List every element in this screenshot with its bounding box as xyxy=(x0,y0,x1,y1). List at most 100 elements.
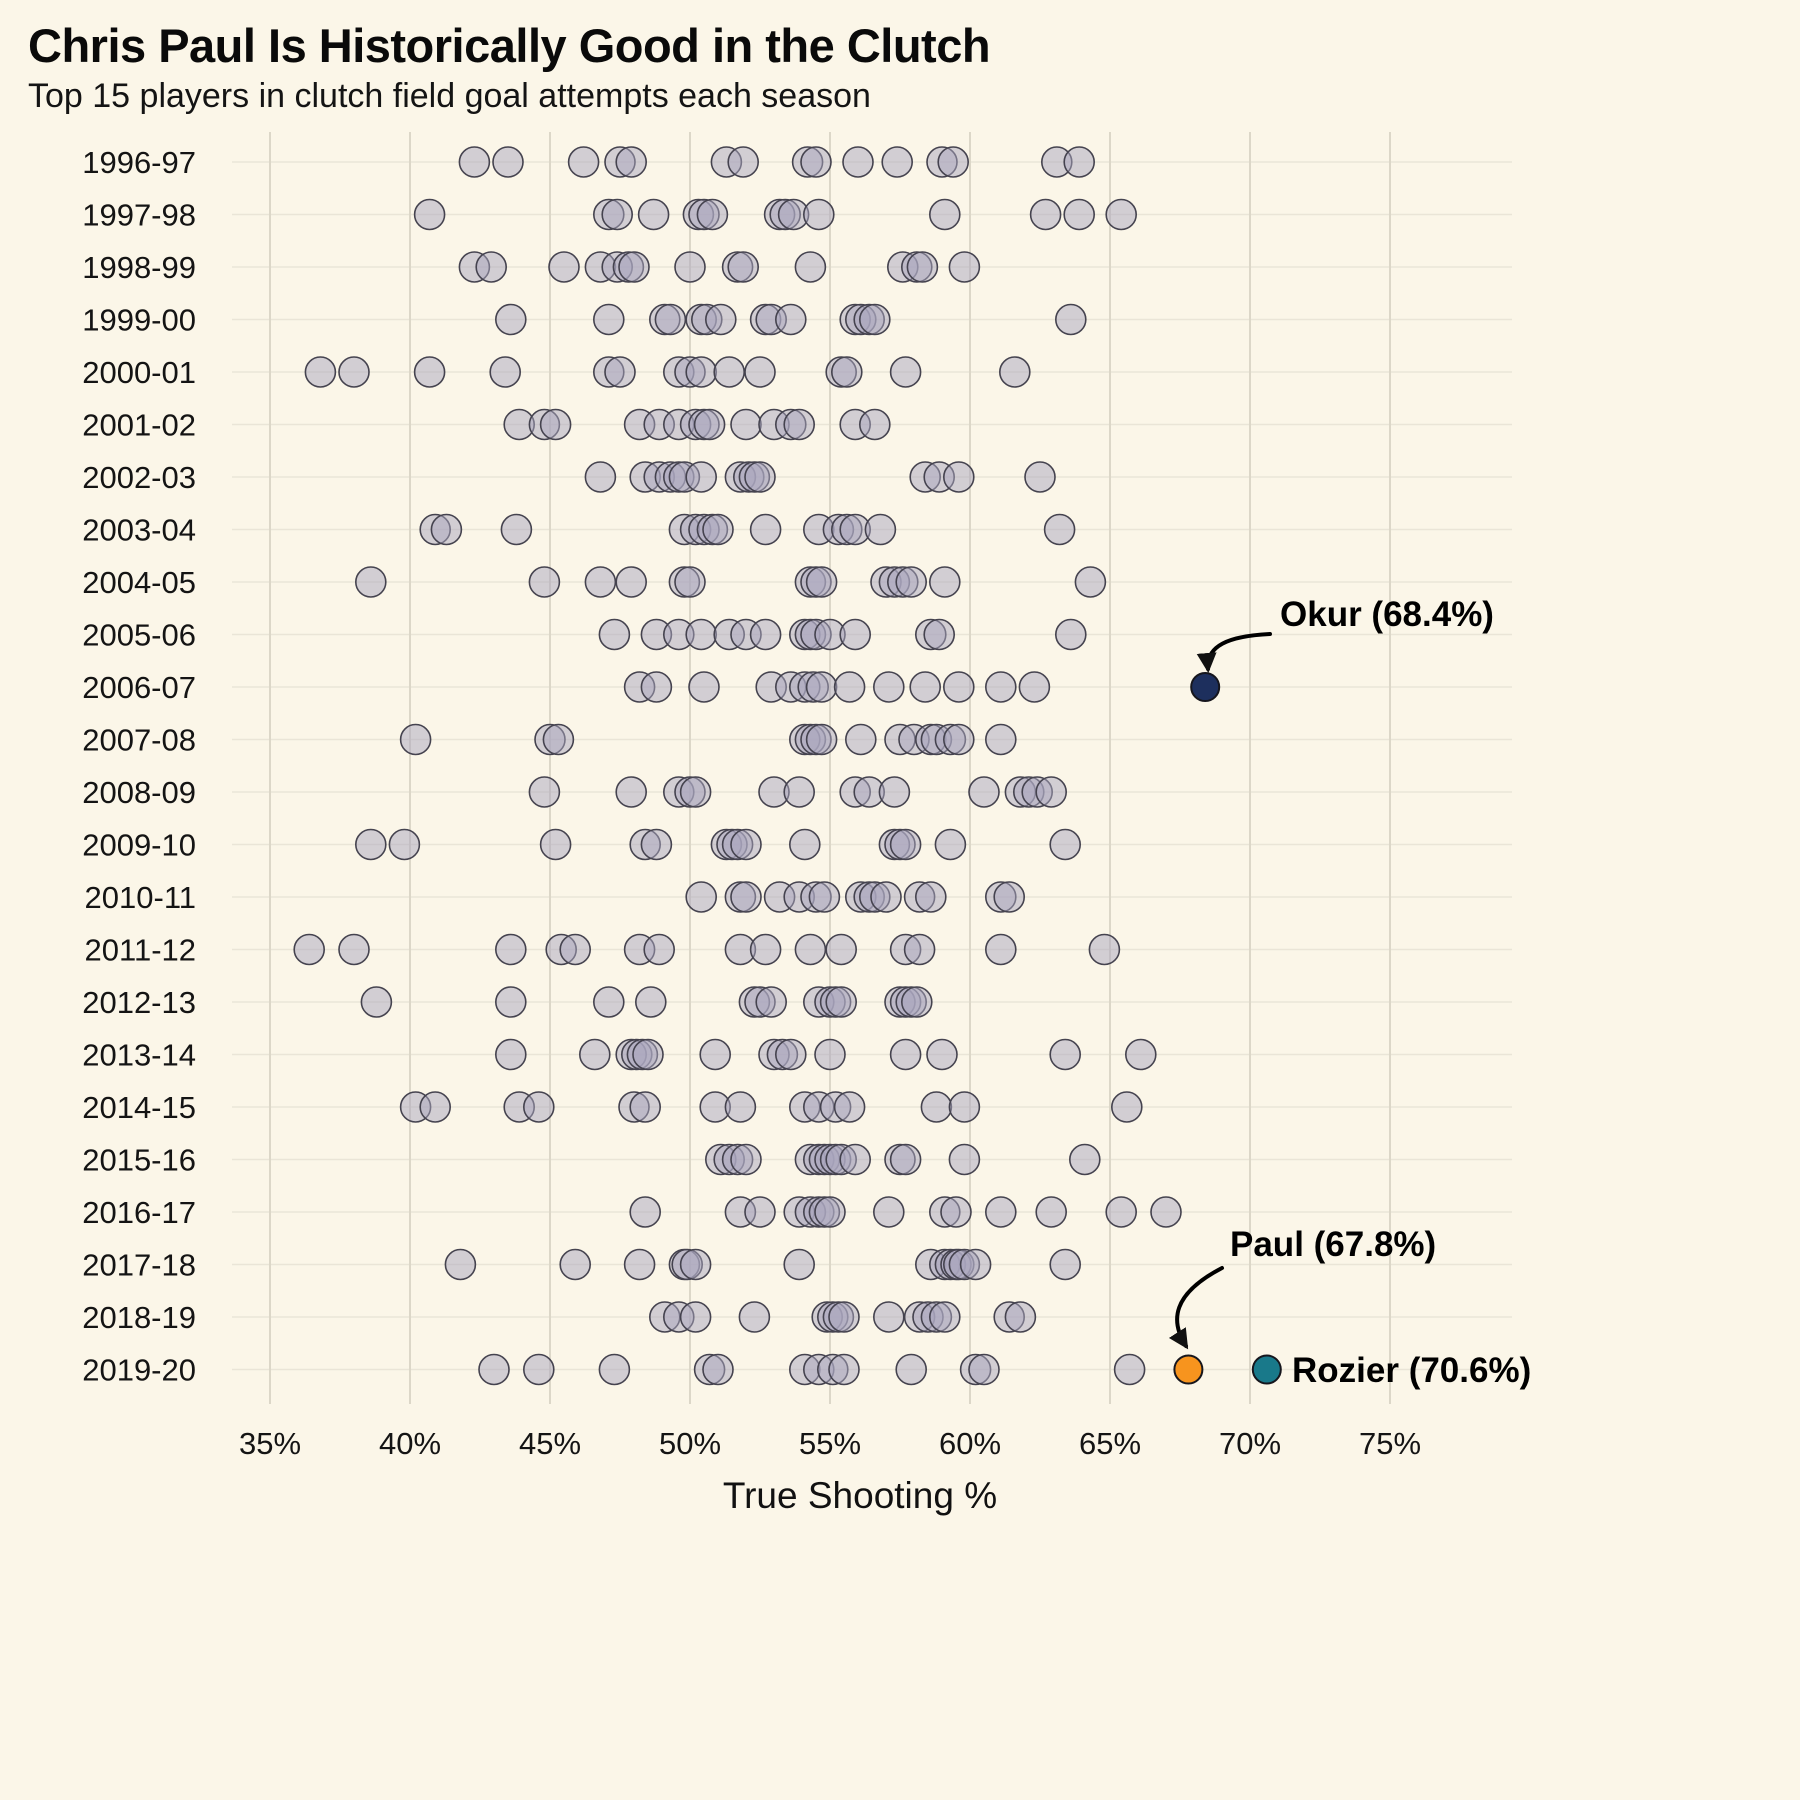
data-point xyxy=(640,671,673,703)
data-point xyxy=(478,1353,510,1386)
data-point xyxy=(825,986,858,1018)
data-point xyxy=(724,1091,757,1123)
data-point xyxy=(794,933,827,966)
data-point xyxy=(833,671,866,703)
y-axis-season-label: 2002-03 xyxy=(82,460,196,495)
data-point xyxy=(805,671,838,703)
data-point xyxy=(592,986,625,1018)
data-point xyxy=(1055,303,1087,336)
x-tick-label: 45% xyxy=(519,1426,581,1461)
data-point xyxy=(1049,1038,1081,1071)
data-point xyxy=(293,933,326,966)
y-axis-season-label: 2015-16 xyxy=(82,1143,196,1178)
data-point xyxy=(674,251,706,283)
y-axis-season-label: 2012-13 xyxy=(82,985,196,1020)
data-point xyxy=(968,776,1000,808)
y-axis-season-label: 2018-19 xyxy=(82,1300,196,1335)
data-point xyxy=(928,1301,961,1333)
data-point xyxy=(592,303,625,336)
data-point xyxy=(528,776,561,808)
data-point xyxy=(839,1143,872,1176)
data-point xyxy=(968,1353,1000,1386)
data-point xyxy=(559,933,592,966)
data-point xyxy=(679,1248,712,1281)
data-point xyxy=(430,513,463,546)
annotation-arrow-okur xyxy=(1196,632,1272,673)
highlight-point-paul xyxy=(1173,1354,1204,1385)
annotation-label-okur: Okur (68.4%) xyxy=(1280,595,1494,634)
x-tick-label: 35% xyxy=(239,1426,301,1461)
data-point xyxy=(942,723,975,756)
data-point xyxy=(623,1248,656,1281)
data-point xyxy=(674,566,706,598)
data-point xyxy=(1074,566,1107,598)
data-point xyxy=(615,146,648,178)
data-point xyxy=(489,356,522,388)
data-point xyxy=(940,1196,972,1228)
data-point xyxy=(998,356,1031,388)
data-point xyxy=(755,986,788,1018)
data-point xyxy=(1055,618,1087,651)
data-point xyxy=(749,618,782,651)
y-axis-season-label: 2008-09 xyxy=(82,775,196,810)
data-point xyxy=(909,671,942,703)
data-point xyxy=(354,828,387,861)
data-point xyxy=(914,881,947,913)
data-point xyxy=(604,356,636,388)
data-point xyxy=(419,1091,452,1123)
data-point xyxy=(500,513,533,546)
data-point xyxy=(685,881,718,913)
data-point xyxy=(388,828,421,861)
data-point xyxy=(699,1038,732,1071)
data-point xyxy=(629,1196,662,1228)
y-axis-season-label: 2005-06 xyxy=(82,618,196,653)
data-point xyxy=(744,356,776,388)
y-axis-season-label: 1999-00 xyxy=(82,303,196,338)
x-tick-label: 50% xyxy=(659,1426,721,1461)
data-point xyxy=(794,251,827,283)
data-point xyxy=(730,1143,762,1176)
data-point xyxy=(1049,828,1081,861)
y-axis-season-label: 2017-18 xyxy=(82,1248,196,1283)
data-point xyxy=(598,1353,631,1386)
annotation-arrow-paul xyxy=(1168,1266,1224,1350)
data-point xyxy=(942,461,975,493)
data-point xyxy=(615,776,648,808)
data-point xyxy=(800,146,832,178)
data-point xyxy=(984,1196,1017,1228)
y-axis-season-label: 1997-98 xyxy=(82,198,196,233)
y-axis-season-label: 1998-99 xyxy=(82,250,196,285)
data-point xyxy=(1105,198,1137,231)
data-point xyxy=(744,461,776,493)
data-point xyxy=(584,461,617,493)
data-point xyxy=(1043,513,1076,546)
data-point xyxy=(413,198,446,231)
data-point xyxy=(1125,1038,1157,1071)
data-point xyxy=(1029,198,1062,231)
data-point xyxy=(788,828,821,861)
data-point xyxy=(870,881,902,913)
data-point xyxy=(1049,1248,1081,1281)
y-axis-season-label: 2016-17 xyxy=(82,1195,196,1230)
y-axis-season-label: 2001-02 xyxy=(82,408,196,443)
data-point xyxy=(805,723,838,756)
data-point xyxy=(872,671,905,703)
data-point xyxy=(844,723,877,756)
data-point xyxy=(494,986,527,1018)
data-point xyxy=(774,1038,807,1071)
data-point xyxy=(984,933,1017,966)
data-point xyxy=(354,566,387,598)
data-point xyxy=(895,566,928,598)
data-point xyxy=(730,828,762,861)
data-point xyxy=(802,198,835,231)
data-point xyxy=(494,1038,527,1071)
data-point xyxy=(1069,1143,1101,1176)
data-point xyxy=(783,408,816,441)
data-point xyxy=(1105,1196,1137,1228)
data-point xyxy=(805,566,838,598)
y-axis-season-label: 2004-05 xyxy=(82,565,196,600)
data-point xyxy=(539,408,572,441)
chart-page: Chris Paul Is Historically Good in the C… xyxy=(0,18,1800,1800)
data-point xyxy=(808,881,841,913)
data-point xyxy=(906,251,939,283)
